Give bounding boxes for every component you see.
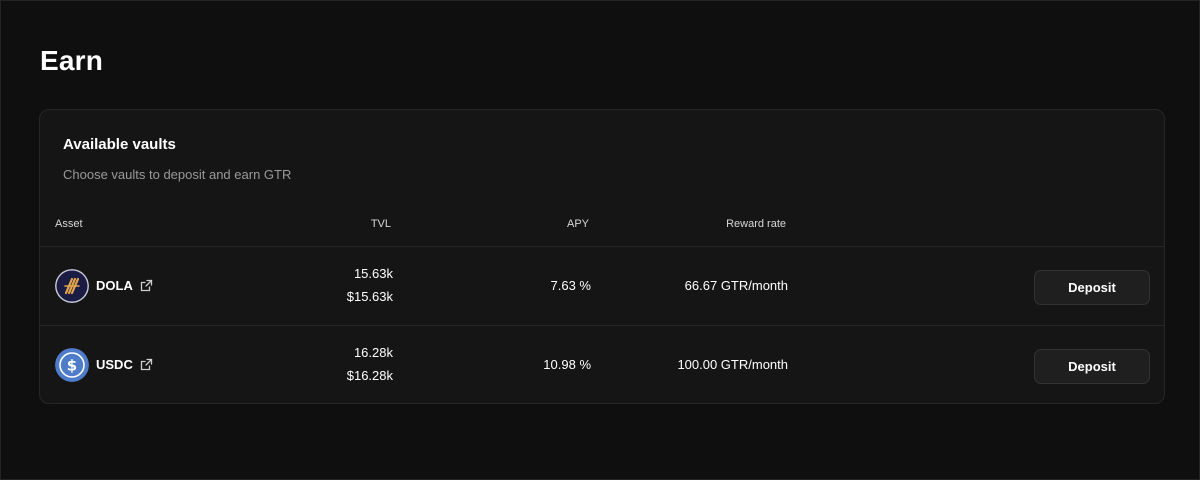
tvl-usd: $16.28k	[346, 368, 393, 383]
column-header-reward-rate: Reward rate	[726, 218, 786, 230]
tvl-usd: $15.63k	[346, 289, 393, 304]
asset-name: DOLA	[96, 278, 133, 293]
deposit-button-usdc[interactable]: Deposit	[1034, 349, 1150, 384]
table-divider	[40, 325, 1164, 326]
page-title: Earn	[40, 45, 104, 76]
column-header-asset: Asset	[55, 218, 83, 230]
table-divider	[40, 246, 1164, 247]
asset-name: USDC	[96, 357, 133, 372]
reward-rate-value: 100.00 GTR/month	[677, 357, 788, 372]
vaults-card-subtitle: Choose vaults to deposit and earn GTR	[63, 167, 292, 182]
svg-text:$: $	[67, 357, 77, 375]
external-link-icon[interactable]	[140, 279, 153, 292]
table-row: $ USDC 16.28k $16.28k 10.98 % 100.00 GTR…	[40, 326, 1164, 403]
usdc-logo-icon: $	[55, 348, 89, 382]
tvl-amount: 15.63k	[353, 266, 393, 281]
deposit-button-dola[interactable]: Deposit	[1034, 270, 1150, 305]
vaults-card: Available vaults Choose vaults to deposi…	[39, 109, 1165, 404]
vaults-card-title: Available vaults	[63, 136, 176, 153]
column-header-apy: APY	[566, 218, 589, 230]
external-link-icon[interactable]	[140, 358, 153, 371]
tvl-amount: 16.28k	[353, 345, 393, 360]
apy-value: 10.98 %	[543, 357, 591, 372]
dola-logo-icon	[55, 269, 89, 303]
table-row: DOLA 15.63k $15.63k 7.63 % 66.67 GTR/mon…	[40, 247, 1164, 325]
apy-value: 7.63 %	[550, 278, 591, 293]
column-header-tvl: TVL	[370, 218, 391, 230]
reward-rate-value: 66.67 GTR/month	[684, 278, 788, 293]
